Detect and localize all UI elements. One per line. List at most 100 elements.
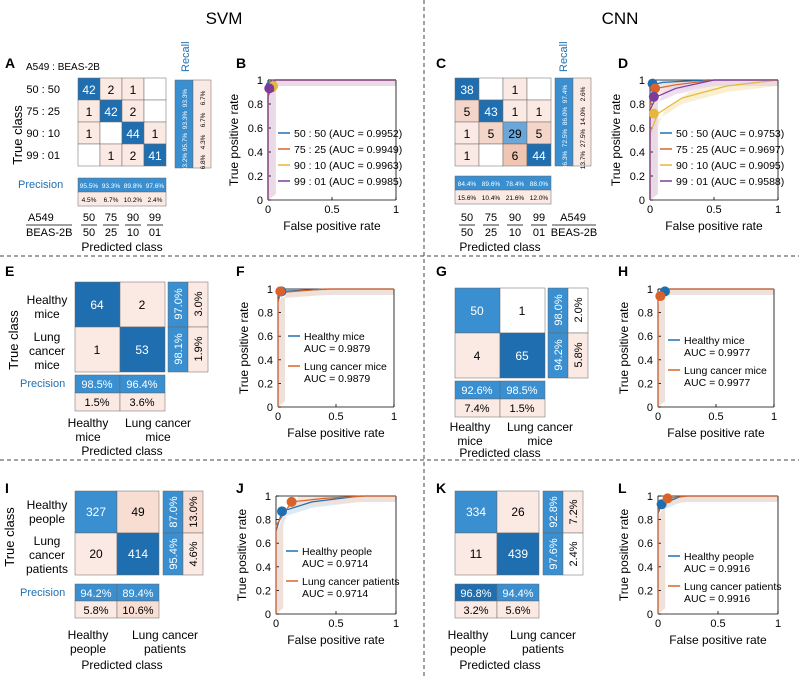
cell-value: 65 [515,349,529,363]
recall-error: 7.2% [568,499,580,524]
y-tick-label: 0.4 [258,355,273,367]
panel-g-confusion-matrix: G 50 1 4 65 98.0% 2.0% 94.2% 5.8% 92.6% … [436,263,589,460]
y-tick-label: 1 [257,75,263,87]
x-tick-label: 1 [775,618,781,630]
recall-error-box [187,326,209,373]
y-tick-label: 0 [647,402,653,414]
column-label-bottom: 01 [149,227,161,239]
cell-value: 42 [82,83,96,97]
y-tick-label: 0.2 [258,378,273,390]
y-tick-label: 0.2 [630,171,645,183]
recall-value: 93.3% [182,89,189,108]
legend-entry: Lung cancer patients [684,581,781,593]
recall-value: 95.4% [168,538,180,569]
recall-error-box [192,79,212,169]
recall-value: 92.8% [548,496,560,527]
row-label: Healthy mice [27,293,68,321]
row-label: 99 : 01 [26,150,60,162]
y-tick-label: 1 [647,284,653,296]
operating-point [648,91,659,102]
precision-value: 88.0% [530,181,549,188]
y-tick-label: 0.4 [630,147,645,159]
precision-error: 4.5% [82,197,97,204]
y-tick-label: 0.4 [638,355,653,367]
matrix-cell [496,532,540,576]
legend-entry: Healthy mice [684,335,745,347]
column-label-top: 99 [533,212,545,224]
matrix-cell [454,532,498,576]
precision-value: 98.5% [81,379,112,391]
precision-value: 89.8% [124,183,143,190]
y-axis-label: True class [6,310,21,370]
y-tick-label: 0.6 [248,123,263,135]
panel-letter: A [5,55,15,71]
x-axis-label: Predicted class [459,446,540,460]
row-label-word: Healthy [27,293,68,307]
column-label: Healthy people [448,628,489,656]
matrix-cell [74,532,118,576]
x-tick-label: 0.5 [710,618,725,630]
precision-error-box [496,600,540,619]
column-label-word: mice [527,434,553,448]
cell-value: 38 [460,83,474,97]
recall-error: 4.3% [200,134,207,149]
matrix-cell [526,143,552,167]
x-tick-label: 1 [771,411,777,423]
matrix-cell [74,281,121,328]
column-label-word: Healthy [448,628,489,642]
matrix-cell [454,490,498,534]
panel-a-confusion-matrix: A A549 : BEAS-2B True class 50 : 50 75 :… [5,41,212,254]
matrix-cell [143,143,167,167]
legend-entry: 90 : 10 (AUC = 0.9095) [676,160,784,172]
roc-chart-d: D 0 0.5 1 0 0.2 0.4 0.6 0.8 1 False positive rate T… [609,55,784,233]
y-tick-label: 0 [647,609,653,621]
recall-error-box [562,532,584,576]
recall-label: Recall [558,41,570,72]
operating-point [650,83,661,94]
row-label-word: Lung [34,534,61,548]
legend-entry: Healthy people [302,546,372,558]
recall-error: 2.0% [573,297,585,322]
y-tick-label: 0.6 [630,123,645,135]
column-label-word: patients [144,642,186,656]
cell-value: 5 [536,127,543,141]
y-axis-label: True positive rate [227,94,241,187]
x-axis-label: False positive rate [287,633,385,647]
column-label-word: mice [75,430,101,444]
operating-point [264,83,275,94]
y-tick-label: 0.2 [638,378,653,390]
cnn-header: CNN [602,9,639,28]
roc-chart-b: B 0 0.5 1 0 0.2 0.4 0.6 0.8 1 False positive rate T… [227,55,402,233]
matrix-cell [499,332,546,379]
column-label: Lung cancer mice [125,416,191,444]
column-head-bottom: BEAS-2B [26,227,72,239]
panel-c-confusion-matrix: C 38 1 5 43 1 1 1 5 29 5 1 6 44 Recall 9… [436,41,597,254]
column-label-word: mice [145,430,171,444]
cell-value: 43 [484,105,498,119]
y-tick-label: 0.2 [256,585,271,597]
column-label: Healthy mice [450,420,491,448]
x-tick-label: 0.5 [328,411,343,423]
panel-letter: D [618,55,628,71]
precision-value: 97.6% [146,183,165,190]
matrix-cell [99,121,123,145]
roc-chart-l: L 0 0.5 1 0 0.2 0.4 0.6 0.8 1 False positive rate T… [617,480,781,647]
recall-error: 1.9% [193,336,205,361]
precision-value: 78.4% [506,181,525,188]
operating-point [648,108,659,119]
recall-value: 97.4% [562,85,569,104]
y-axis-label: True class [10,105,25,165]
recall-error: 14.0% [580,107,587,126]
operating-point [655,291,666,302]
row-label: 50 : 50 [26,84,60,96]
cell-value: 53 [135,343,149,357]
precision-error-box [499,398,546,418]
x-axis-label: False positive rate [669,633,767,647]
column-label-top: 90 [127,212,139,224]
cell-value: 1 [94,343,101,357]
x-axis-label: Predicted class [459,240,540,254]
panel-letter: G [436,263,447,279]
operating-point [286,496,297,507]
precision-error: 2.4% [148,197,163,204]
